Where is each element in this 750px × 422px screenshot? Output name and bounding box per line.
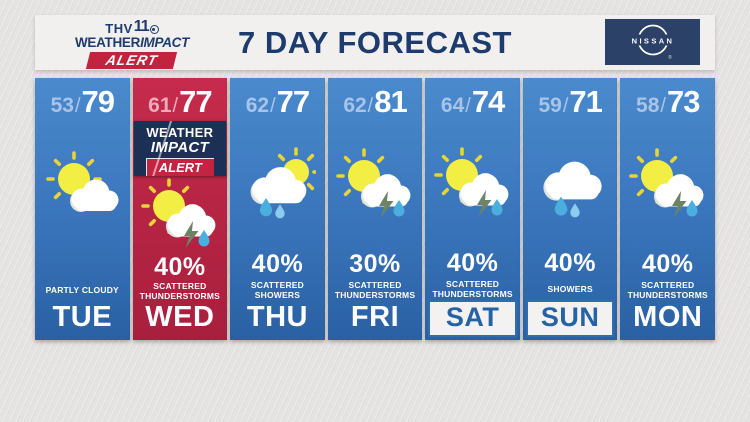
day-label: WED bbox=[145, 301, 215, 334]
low-temp: 58 bbox=[636, 94, 660, 117]
day-label: MON bbox=[633, 301, 703, 334]
day-label: SAT bbox=[428, 300, 517, 337]
badge-impact-label: IMPACT bbox=[150, 139, 209, 156]
temp-separator: / bbox=[172, 95, 179, 117]
impact-word: IMPACT bbox=[140, 35, 190, 50]
day-label: TUE bbox=[52, 301, 113, 334]
badge-alert-label: ALERT bbox=[145, 158, 214, 177]
temp-separator: / bbox=[660, 95, 666, 117]
cbs-eye-icon bbox=[149, 25, 159, 34]
precip-percent: 40% bbox=[446, 249, 499, 278]
weather-impact-wordmark: WEATHERIMPACT bbox=[57, 36, 207, 50]
forecast-day-column: 62/77 WEATHER IMPACT ALERT 40% SCATTERED… bbox=[230, 78, 325, 340]
precip-percent: 40% bbox=[544, 249, 596, 278]
sponsor-logo: NISSAN ® bbox=[605, 19, 700, 65]
low-temp: 62 bbox=[245, 94, 270, 117]
condition-label: PARTLY CLOUDY bbox=[45, 284, 119, 295]
condition-label: SCATTERED THUNDERSTORMS bbox=[432, 278, 513, 299]
scattered-thunderstorms-icon bbox=[328, 118, 423, 251]
condition-label: SCATTERED THUNDERSTORMS bbox=[627, 279, 708, 300]
temps: 58/73 bbox=[636, 84, 700, 119]
precip-percent: 40% bbox=[251, 250, 304, 279]
header-bar: THV 11 WEATHERIMPACT ALERT 7 DAY FORECAST… bbox=[35, 15, 715, 70]
high-temp: 73 bbox=[666, 84, 700, 119]
scattered-thunderstorms-icon bbox=[425, 118, 520, 250]
temps: 62/77 bbox=[245, 84, 310, 119]
high-temp: 81 bbox=[374, 84, 407, 119]
forecast-day-column: 58/73 WEATHER IMPACT ALERT 40% SCATTERED… bbox=[620, 78, 716, 340]
temp-separator: / bbox=[74, 95, 81, 117]
scattered-thunderstorms-icon bbox=[620, 118, 715, 251]
day-label: FRI bbox=[350, 301, 400, 334]
station-eleven: 11 bbox=[133, 18, 150, 35]
sponsor-registered-mark: ® bbox=[668, 54, 672, 61]
high-temp: 71 bbox=[569, 84, 602, 119]
day-label: SUN bbox=[525, 300, 615, 337]
temp-separator: / bbox=[270, 95, 276, 117]
station-logo: THV 11 WEATHERIMPACT ALERT bbox=[57, 19, 207, 69]
partly-cloudy-icon bbox=[35, 118, 130, 251]
low-temp: 64 bbox=[440, 94, 465, 117]
forecast-day-column: 61/77 WEATHER IMPACT ALERT 40% SCATTERED… bbox=[132, 78, 228, 340]
page-title: 7 DAY FORECAST bbox=[237, 24, 512, 60]
temp-separator: / bbox=[562, 95, 569, 117]
weather-impact-alert-badge: WEATHER IMPACT ALERT bbox=[133, 121, 226, 177]
scattered-showers-icon bbox=[230, 118, 325, 251]
condition-label: SHOWERS bbox=[547, 283, 593, 294]
showers-icon bbox=[523, 118, 618, 250]
forecast-day-column: 64/74 WEATHER IMPACT ALERT 40% SCATTERED… bbox=[425, 78, 520, 340]
condition-label: SCATTERED SHOWERS bbox=[250, 279, 304, 300]
forecast-day-column: 59/71 WEATHER IMPACT ALERT 40% SHOWERS S… bbox=[522, 78, 618, 340]
condition-label: SCATTERED THUNDERSTORMS bbox=[139, 281, 221, 302]
station-thv: THV bbox=[105, 21, 133, 36]
low-temp: 59 bbox=[538, 94, 562, 117]
weather-word: WEATHER bbox=[74, 35, 141, 50]
high-temp: 74 bbox=[471, 84, 505, 119]
forecast-columns: 53/79 WEATHER IMPACT ALERT PARTLY CLOUDY… bbox=[35, 78, 716, 340]
temps: 61/77 bbox=[148, 84, 212, 119]
scattered-thunderstorms-icon bbox=[133, 176, 228, 254]
high-temp: 79 bbox=[81, 84, 115, 119]
temps: 59/71 bbox=[538, 84, 602, 119]
temp-separator: / bbox=[465, 95, 471, 117]
precip-percent: 40% bbox=[154, 253, 206, 282]
temp-separator: / bbox=[367, 95, 374, 117]
temps: 53/79 bbox=[50, 84, 115, 119]
nissan-logo-icon: NISSAN ® bbox=[627, 24, 678, 61]
forecast-day-column: 53/79 WEATHER IMPACT ALERT PARTLY CLOUDY… bbox=[35, 78, 130, 340]
low-temp: 61 bbox=[148, 94, 172, 117]
sponsor-name: NISSAN bbox=[631, 36, 674, 45]
low-temp: 53 bbox=[50, 94, 74, 117]
precip-percent: 40% bbox=[641, 250, 694, 279]
condition-label: SCATTERED THUNDERSTORMS bbox=[334, 279, 416, 300]
station-name: THV 11 bbox=[57, 19, 207, 35]
forecast-day-column: 62/81 WEATHER IMPACT ALERT 30% SCATTERED… bbox=[327, 78, 423, 340]
high-temp: 77 bbox=[179, 84, 212, 119]
day-label: THU bbox=[246, 301, 308, 334]
temps: 62/81 bbox=[343, 84, 407, 119]
temps: 64/74 bbox=[440, 84, 505, 119]
high-temp: 77 bbox=[276, 84, 310, 119]
low-temp: 62 bbox=[343, 94, 367, 117]
precip-percent: 30% bbox=[349, 250, 401, 279]
badge-weather-label: WEATHER bbox=[146, 125, 214, 140]
